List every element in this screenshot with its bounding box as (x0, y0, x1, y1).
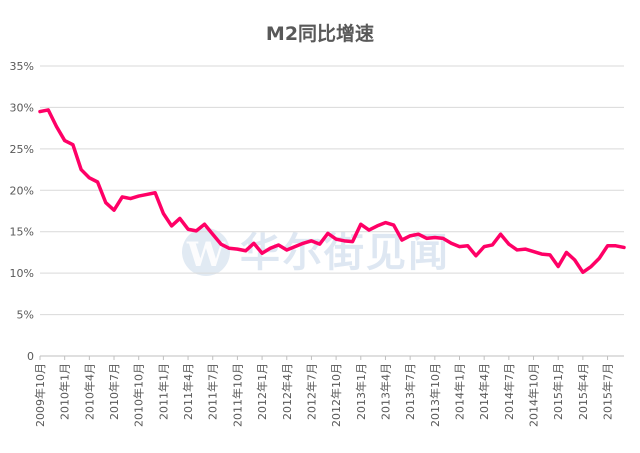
x-tick-label: 2013年7月 (403, 363, 417, 420)
y-tick-label: 5% (17, 309, 34, 322)
series-group (38, 108, 626, 275)
x-tick-label: 2015年7月 (601, 363, 615, 420)
x-tick-label: 2010年10月 (132, 363, 146, 427)
x-tick-label: 2015年4月 (576, 363, 590, 420)
y-axis: 0 5% 10% 15% 20% 25% 30% 35% (10, 60, 34, 363)
y-tick-label: 20% (10, 184, 34, 197)
y-tick-label: 35% (10, 60, 34, 73)
x-tick-label: 2014年1月 (452, 363, 466, 420)
x-tick-label: 2012年4月 (280, 363, 294, 420)
x-tick-label: 2010年7月 (107, 363, 121, 420)
x-tick-label: 2011年10月 (230, 363, 244, 427)
x-tick-label: 2010年1月 (58, 363, 72, 420)
series-line (38, 108, 626, 275)
x-tick-label: 2015年1月 (551, 363, 565, 420)
x-tick-label: 2013年10月 (428, 363, 442, 427)
y-tick-label: 10% (10, 267, 34, 280)
x-tick-label: 2011年1月 (156, 363, 170, 420)
x-tick-label: 2012年1月 (255, 363, 269, 420)
x-tick-label: 2012年10月 (329, 363, 343, 427)
x-tick-label: 2009年10月 (33, 363, 47, 427)
x-tick-label: 2013年1月 (354, 363, 368, 420)
x-tick-label: 2011年4月 (181, 363, 195, 420)
y-tick-label: 15% (10, 226, 34, 239)
x-tick-label: 2014年4月 (477, 363, 491, 420)
x-tick-label: 2014年10月 (527, 363, 541, 427)
x-tick-label: 2014年7月 (502, 363, 516, 420)
x-axis: 2009年10月 2010年1月 2010年4月 2010年7月 2010年10月 201… (33, 356, 615, 427)
x-tick-label: 2011年7月 (206, 363, 220, 420)
y-tick-label: 25% (10, 143, 34, 156)
x-tick-label: 2013年4月 (378, 363, 392, 420)
x-tick-label: 2010年4月 (82, 363, 96, 420)
grid-lines (40, 65, 624, 316)
y-tick-label: 30% (10, 101, 34, 114)
chart-title: M2同比增速 (266, 22, 374, 45)
x-tick-label: 2012年7月 (304, 363, 318, 420)
y-tick-label: 0 (27, 350, 34, 363)
